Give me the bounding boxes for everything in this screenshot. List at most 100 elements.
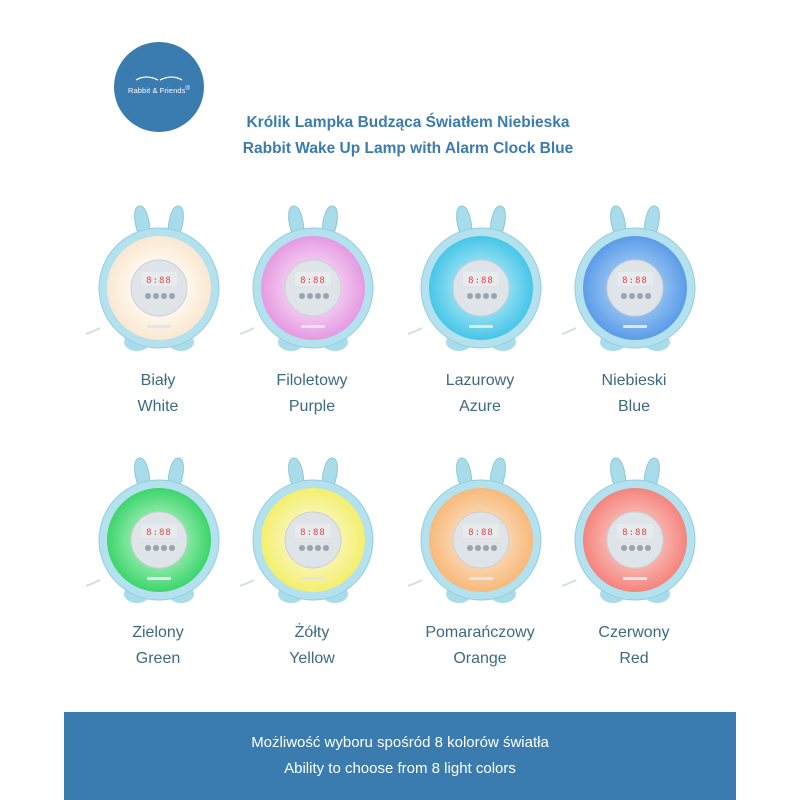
- clock-digits-icon: 8:88: [622, 276, 648, 286]
- color-name-english: Blue: [617, 398, 651, 415]
- rabbit-ear-right: [489, 457, 506, 489]
- lamp-color-label: Zielony Green: [82, 620, 234, 672]
- banner-english: Ability to choose from 8 light colors: [284, 760, 516, 777]
- clock-display: [295, 272, 331, 286]
- color-name-english: Yellow: [289, 650, 335, 667]
- clock-face: [284, 259, 342, 317]
- power-cable: [407, 327, 423, 335]
- info-banner: Możliwość wyboru spośród 8 kolorów świat…: [64, 712, 736, 800]
- lamp-badge: [147, 577, 171, 580]
- lamp-color-label: Niebieski Blue: [558, 368, 710, 420]
- clock-button-icon: [161, 293, 167, 299]
- rabbit-lamp-image: 8:88: [561, 457, 696, 603]
- clock-digits-icon: 8:88: [146, 276, 172, 286]
- lamp-badge: [469, 325, 493, 328]
- clock-button-icon: [475, 545, 481, 551]
- power-cable: [561, 579, 577, 587]
- rabbit-ear-right: [489, 205, 506, 237]
- clock-button-icon: [161, 545, 167, 551]
- clock-display: [463, 272, 499, 286]
- lamp-badge: [623, 325, 647, 328]
- color-name-polish: Pomarańczowy: [425, 624, 535, 641]
- clock-button-icon: [475, 293, 481, 299]
- clock-button-icon: [467, 293, 473, 299]
- lamp-color-label: Lazurowy Azure: [404, 368, 556, 420]
- rabbit-lamp-image: 8:88: [85, 205, 220, 351]
- rabbit-ears-icon: [135, 75, 183, 81]
- rabbit-ear-left: [134, 205, 151, 237]
- clock-button-icon: [483, 293, 489, 299]
- clock-button-icon: [307, 293, 313, 299]
- clock-face: [452, 259, 510, 317]
- lamp-badge: [147, 325, 171, 328]
- clock-button-icon: [145, 293, 151, 299]
- color-name-english: Azure: [459, 398, 501, 415]
- lamp-item: 8:88 Czerwony Red: [558, 452, 710, 682]
- color-name-polish: Zielony: [132, 624, 184, 641]
- brand-logo: Rabbit & Friends®: [114, 42, 204, 132]
- rabbit-ear-left: [288, 457, 305, 489]
- power-cable: [561, 327, 577, 335]
- clock-face: [452, 511, 510, 569]
- clock-button-icon: [153, 293, 159, 299]
- power-cable: [85, 579, 101, 587]
- clock-digits-icon: 8:88: [300, 528, 326, 538]
- clock-display: [617, 272, 653, 286]
- clock-button-icon: [315, 293, 321, 299]
- clock-digits-icon: 8:88: [622, 528, 648, 538]
- clock-display: [141, 272, 177, 286]
- clock-button-icon: [299, 545, 305, 551]
- clock-button-icon: [153, 545, 159, 551]
- lamp-item: 8:88 Niebieski Blue: [558, 200, 710, 430]
- clock-button-icon: [629, 293, 635, 299]
- lamp-color-label: Filoletowy Purple: [236, 368, 388, 420]
- clock-button-icon: [629, 545, 635, 551]
- rabbit-ear-left: [134, 457, 151, 489]
- color-name-polish: Niebieski: [601, 372, 667, 389]
- clock-digits-icon: 8:88: [468, 528, 494, 538]
- clock-face: [606, 511, 664, 569]
- clock-display: [463, 524, 499, 538]
- rabbit-ear-right: [643, 205, 660, 237]
- clock-face: [284, 511, 342, 569]
- clock-button-icon: [645, 293, 651, 299]
- power-cable: [407, 579, 423, 587]
- color-name-polish: Filoletowy: [276, 372, 348, 389]
- power-cable: [239, 579, 255, 587]
- title-english: Rabbit Wake Up Lamp with Alarm Clock Blu…: [242, 140, 574, 157]
- rabbit-lamp-image: 8:88: [561, 205, 696, 351]
- clock-digits-icon: 8:88: [146, 528, 172, 538]
- rabbit-ear-left: [610, 457, 627, 489]
- logo-text: Rabbit & Friends®: [128, 85, 190, 95]
- rabbit-ear-right: [321, 457, 338, 489]
- page-title: Królik Lampka Budząca Światłem Niebieska…: [0, 110, 800, 162]
- lamp-item: 8:88 Żółty Yellow: [236, 452, 388, 682]
- clock-digits-icon: 8:88: [300, 276, 326, 286]
- clock-button-icon: [637, 293, 643, 299]
- lamp-item: 8:88 Pomarańczowy Orange: [404, 452, 556, 682]
- clock-button-icon: [169, 293, 175, 299]
- lamp-badge: [623, 577, 647, 580]
- clock-button-icon: [315, 545, 321, 551]
- clock-button-icon: [307, 545, 313, 551]
- color-name-polish: Biały: [140, 372, 176, 389]
- clock-face: [606, 259, 664, 317]
- clock-button-icon: [621, 293, 627, 299]
- rabbit-ear-right: [167, 205, 184, 237]
- rabbit-lamp-image: 8:88: [239, 205, 374, 351]
- color-name-english: Green: [135, 650, 181, 667]
- banner-polish: Możliwość wyboru spośród 8 kolorów świat…: [251, 734, 549, 751]
- clock-button-icon: [621, 545, 627, 551]
- clock-digits-icon: 8:88: [468, 276, 494, 286]
- clock-display: [617, 524, 653, 538]
- clock-button-icon: [169, 545, 175, 551]
- lamp-color-label: Pomarańczowy Orange: [404, 620, 556, 672]
- clock-button-icon: [645, 545, 651, 551]
- power-cable: [85, 327, 101, 335]
- rabbit-lamp-image: 8:88: [407, 205, 542, 351]
- rabbit-ear-left: [610, 205, 627, 237]
- clock-display: [295, 524, 331, 538]
- rabbit-ear-left: [288, 205, 305, 237]
- rabbit-lamp-image: 8:88: [85, 457, 220, 603]
- color-name-english: Red: [619, 650, 649, 667]
